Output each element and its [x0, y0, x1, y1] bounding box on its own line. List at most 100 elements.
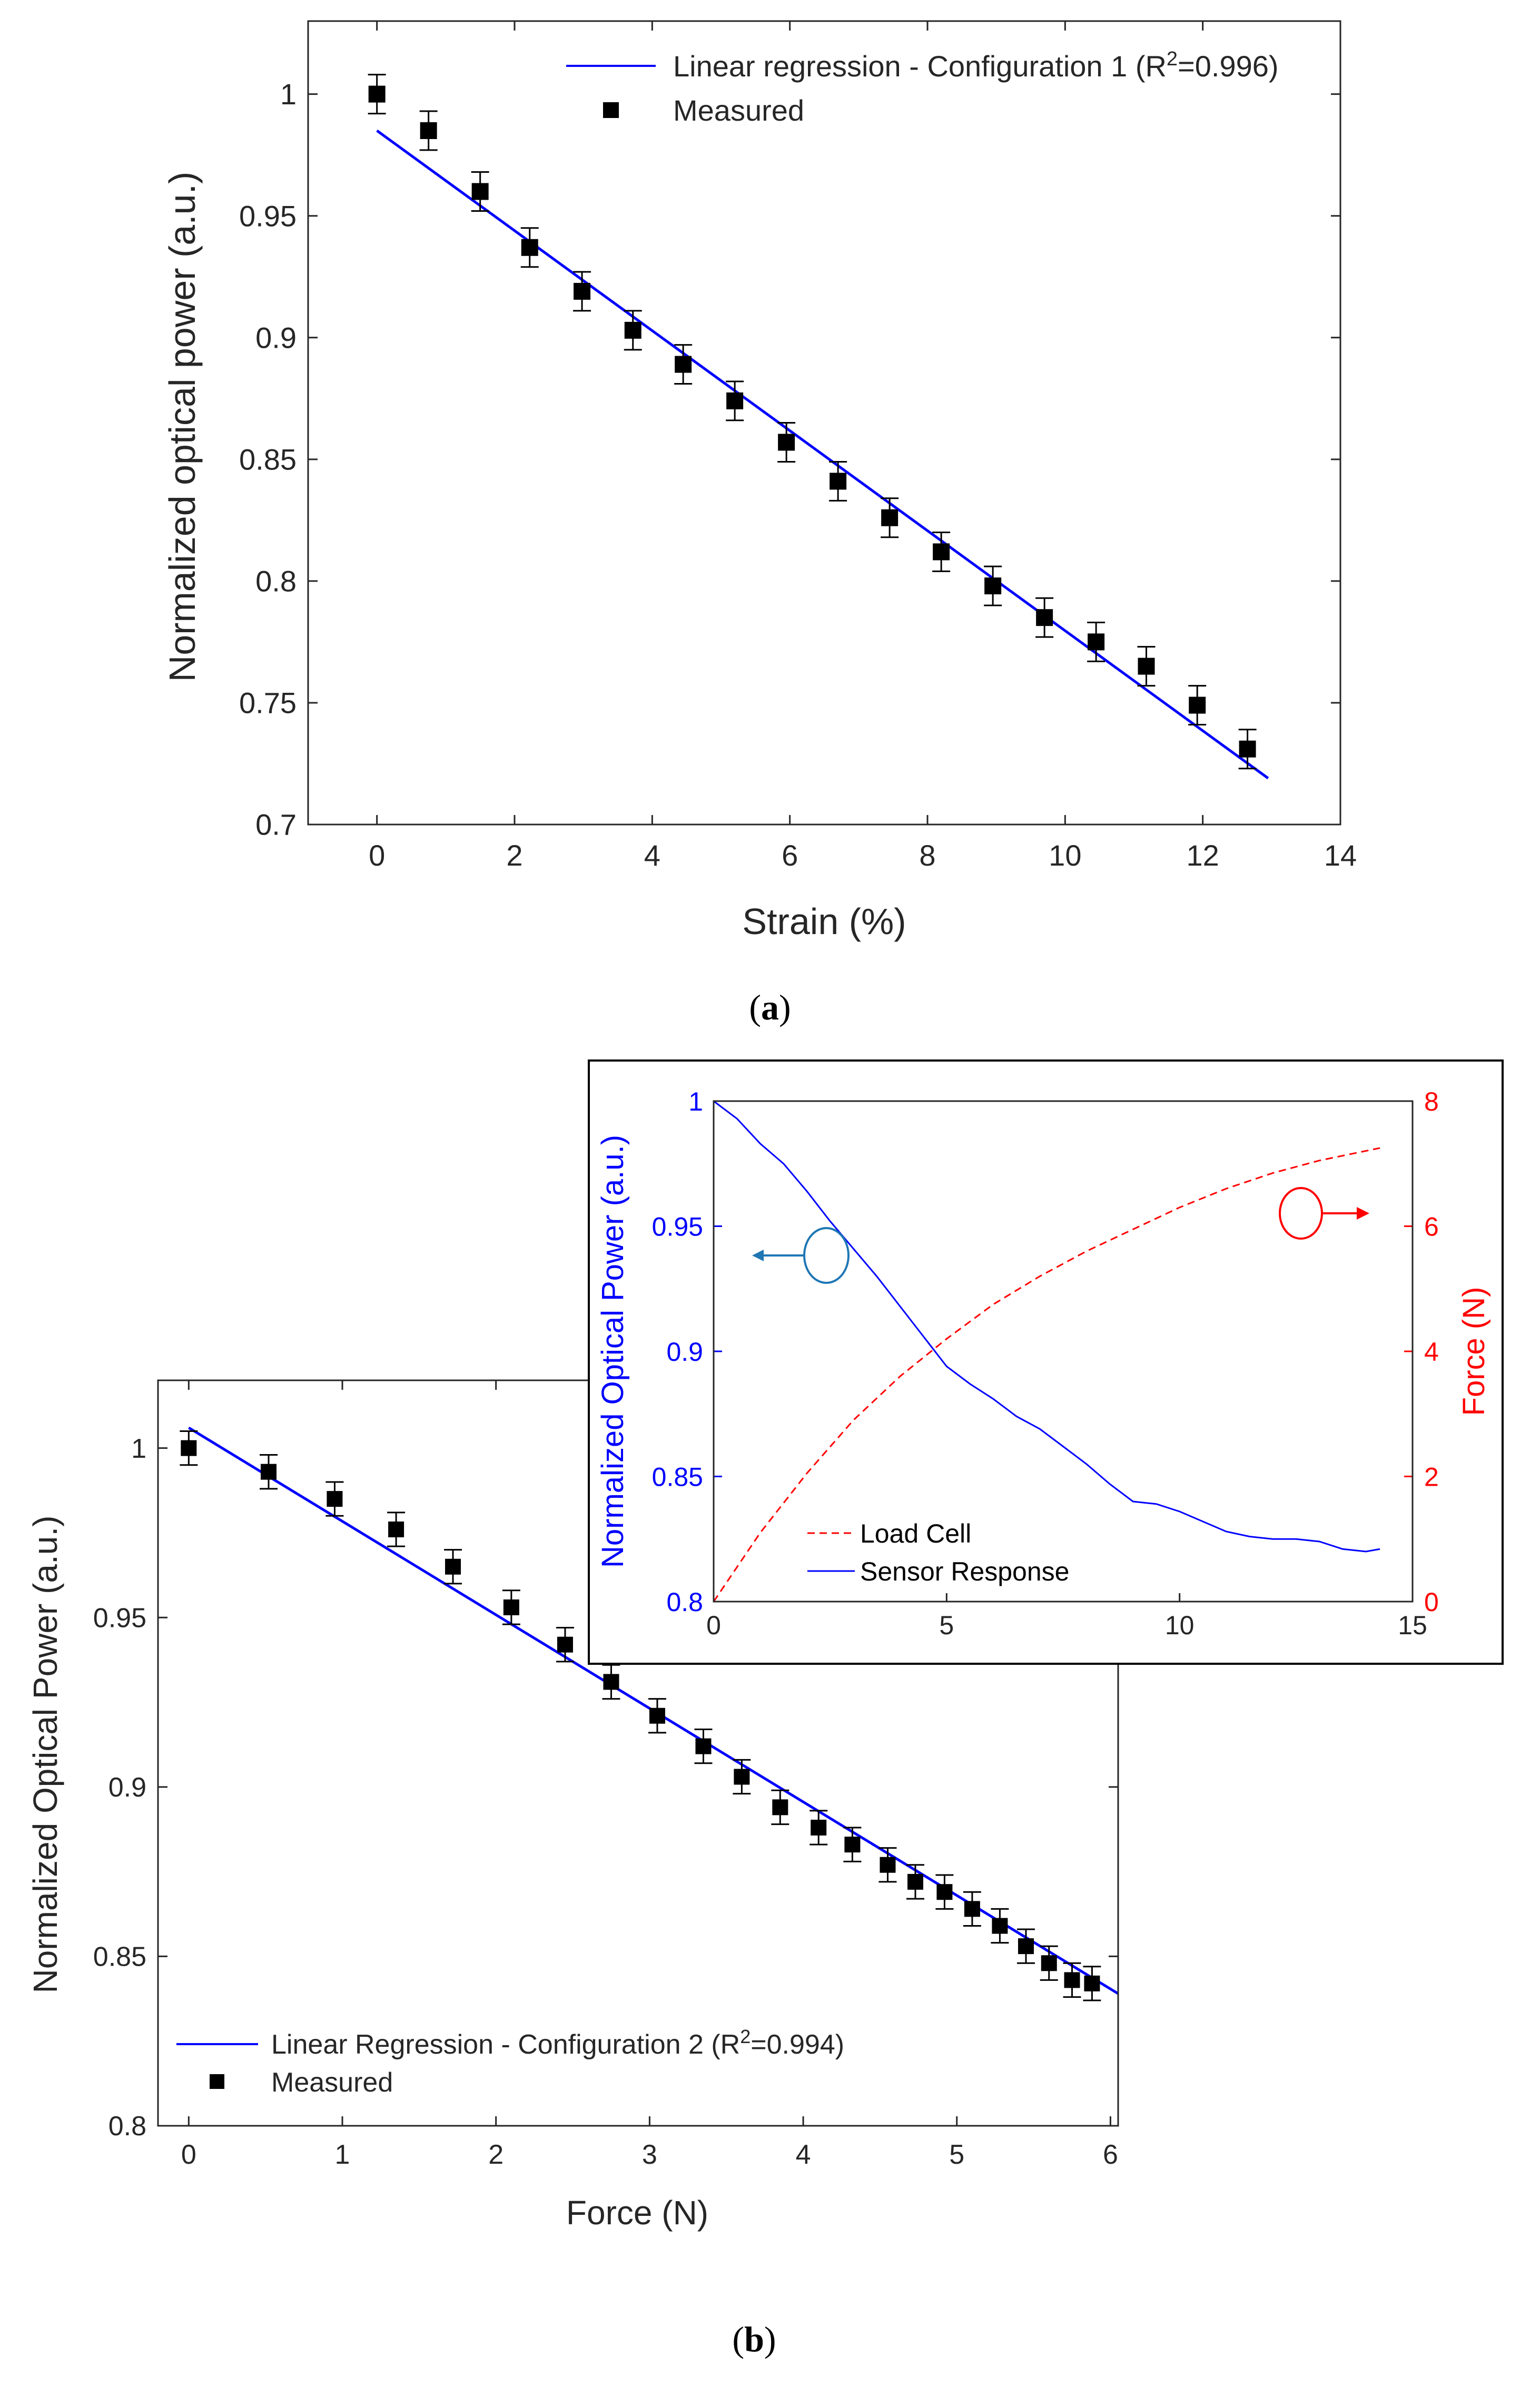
x-tick-label: 4 [796, 2139, 811, 2170]
x-tick-label: 12 [1187, 839, 1219, 872]
panel-a-caption: (a) [749, 987, 791, 1027]
inset-series-layer [713, 1100, 1380, 1602]
inset-x-tick-label: 15 [1398, 1611, 1427, 1640]
panel-b-chart: 0 1 2 3 4 5 60.80.850.90.951 Linear Regression… [26, 1379, 1119, 2359]
measured-point [1239, 740, 1256, 758]
inset-legend: Load Cell Sensor Response [807, 1519, 1069, 1586]
measured-point [811, 1820, 827, 1836]
measured-point [471, 183, 489, 200]
inset-right-tick-label: 6 [1424, 1212, 1439, 1242]
inset-left-tick-label: 0.8 [666, 1587, 703, 1617]
panel-a-legend-regression-text: Linear regression - Configuration 1 (R2=… [673, 48, 1279, 83]
measured-point [1036, 609, 1053, 626]
inset-right-tick-label: 2 [1424, 1463, 1439, 1492]
panel-b-legend-measured-text: Measured [271, 2067, 393, 2098]
measured-point [726, 392, 744, 409]
y-tick-label: 1 [131, 1434, 146, 1464]
y-tick-label: 0.85 [93, 1942, 146, 1972]
panel-b-x-axis-label: Force (N) [566, 2194, 708, 2232]
inset-legend-load-cell-text: Load Cell [860, 1519, 971, 1548]
measured-point [1138, 657, 1155, 675]
panel-a-plot-frame [307, 20, 1341, 826]
measured-point [734, 1769, 750, 1785]
panel-b-legend-regression-text: Linear Regression - Configuration 2 (R2=… [271, 2026, 844, 2060]
measured-point [880, 1857, 896, 1873]
panel-a-x-axis-label: Strain (%) [742, 901, 906, 942]
panel-a-legend-measured-text: Measured [673, 94, 804, 127]
inset-right-tick-label: 4 [1424, 1337, 1439, 1367]
measured-point [1088, 633, 1105, 651]
panel-a-y-axis-label: Normalized optical power (a.u.) [162, 172, 203, 682]
y-tick-label: 0.9 [255, 321, 297, 354]
panel-a-chart: 0 2 4 6 8 10 12 14 0.7 0.75 0.8 0.85 0.9 0.95 1 Linear… [162, 20, 1357, 1027]
inset-right-tick-label: 8 [1424, 1087, 1439, 1116]
inset-left-tick-label: 0.95 [652, 1212, 703, 1242]
x-tick-label: 2 [506, 839, 522, 872]
measured-point [844, 1837, 861, 1853]
inset-outer-box [588, 1059, 1504, 1665]
inset-left-tick-label: 0.9 [666, 1337, 703, 1367]
measured-point [695, 1738, 712, 1754]
measured-point [445, 1558, 461, 1575]
panel-a-legend-measured-swatch [603, 102, 619, 118]
measured-point [388, 1522, 404, 1537]
panel-b-caption: (b) [732, 2319, 776, 2359]
measured-point [933, 543, 950, 561]
measured-point [992, 1918, 1008, 1934]
y-tick-label: 0.85 [239, 443, 297, 476]
sensor-response-line [713, 1100, 1380, 1553]
measured-point [574, 282, 591, 300]
inset-right-tick-label: 0 [1424, 1587, 1439, 1617]
inset-right-axis-label: Force (N) [1457, 1287, 1491, 1416]
x-tick-label: 3 [642, 2139, 657, 2170]
measured-point [649, 1707, 665, 1724]
panel-b-axes: 0 1 2 3 4 5 60.80.850.90.951 [93, 1380, 1118, 2170]
x-tick-label: 4 [644, 839, 660, 872]
y-tick-label: 0.95 [239, 199, 297, 232]
y-tick-label: 0.7 [255, 808, 297, 841]
measured-point [1041, 1955, 1057, 1971]
measured-point [557, 1636, 573, 1653]
measured-point [1018, 1938, 1034, 1955]
x-tick-label: 6 [1103, 2139, 1118, 2170]
measured-point [181, 1440, 197, 1456]
panel-a-regression-layer [376, 129, 1269, 780]
panel-b-measured-layer [180, 1430, 1101, 2001]
measured-point [420, 122, 437, 139]
regression-line [376, 129, 1269, 780]
measured-point [603, 1674, 619, 1690]
measured-point [772, 1799, 788, 1815]
x-tick-label: 6 [782, 839, 798, 872]
measured-point [964, 1901, 980, 1917]
measured-point [624, 321, 641, 339]
inset-left-tick-label: 0.85 [652, 1463, 703, 1492]
measured-point [1084, 1975, 1100, 1991]
panel-a-legend: Linear regression - Configuration 1 (R2=… [566, 48, 1279, 127]
inset-x-tick-label: 0 [706, 1611, 721, 1640]
inset-annotation-left [752, 1227, 850, 1284]
y-tick-label: 0.95 [93, 1603, 146, 1633]
measured-point [881, 509, 899, 526]
inset-left-tick-label: 1 [688, 1087, 703, 1116]
measured-point [830, 473, 847, 490]
panel-b-y-axis-label: Normalized Optical Power (a.u.) [26, 1516, 64, 1994]
measured-point [907, 1873, 923, 1890]
measured-point [984, 577, 1002, 595]
measured-point [675, 356, 692, 373]
inset-plot-frame [713, 1100, 1414, 1603]
inset-annotation-right [1279, 1187, 1369, 1240]
y-tick-label: 0.9 [108, 1772, 146, 1803]
inset-legend-sensor-text: Sensor Response [860, 1557, 1069, 1586]
y-tick-label: 1 [280, 77, 297, 111]
measured-point [778, 434, 795, 451]
y-tick-label: 0.8 [108, 2111, 146, 2142]
panel-a-measured-layer [368, 74, 1257, 770]
panel-b-legend: Linear Regression - Configuration 2 (R2=… [176, 2026, 844, 2098]
x-tick-label: 10 [1049, 839, 1081, 872]
y-tick-label: 0.75 [239, 686, 297, 720]
measured-point [1064, 1972, 1080, 1988]
panel-b-legend-measured-swatch [210, 2074, 224, 2089]
x-tick-label: 5 [949, 2139, 964, 2170]
